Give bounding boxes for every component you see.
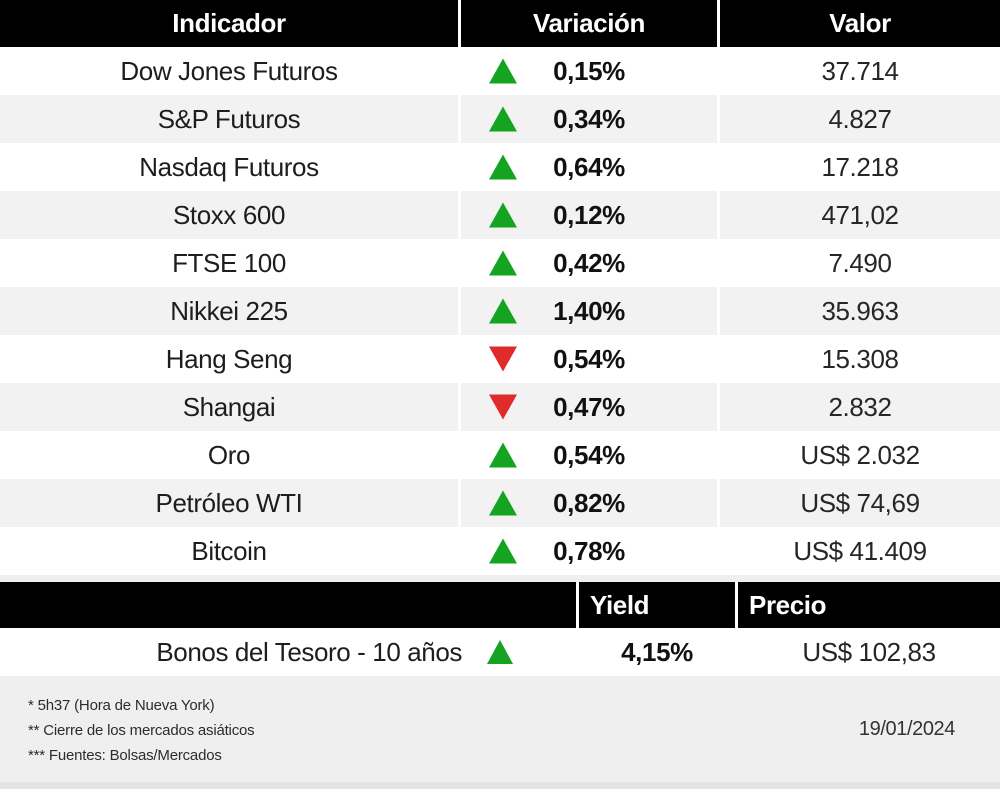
up-triangle-icon bbox=[489, 250, 517, 276]
bond-label: Bonos del Tesoro - 10 años bbox=[156, 636, 462, 667]
up-triangle-icon bbox=[489, 154, 517, 180]
variation-value: 0,82% bbox=[553, 487, 625, 518]
indicator-label: Oro bbox=[207, 439, 251, 470]
value-label: 37.714 bbox=[717, 47, 1000, 95]
table-row: Shangai 0,47% 2.832 bbox=[0, 383, 1000, 431]
bond-table-header: Yield Precio bbox=[0, 582, 1000, 628]
up-triangle-icon bbox=[489, 442, 517, 468]
variation-value: 0,42% bbox=[553, 247, 625, 278]
market-table-body: Dow Jones Futuros 0,15% 37.714 S&P Futur… bbox=[0, 47, 1000, 575]
bond-row: Bonos del Tesoro - 10 años 4,15% US$ 102… bbox=[0, 628, 1000, 676]
value-label: US$ 41.409 bbox=[717, 527, 1000, 575]
indicator-label: Stoxx 600 bbox=[172, 199, 286, 230]
value-label: 7.490 bbox=[717, 239, 1000, 287]
up-triangle-icon bbox=[489, 106, 517, 132]
indicator-label: FTSE 100 bbox=[172, 247, 286, 278]
variation-value: 0,54% bbox=[553, 343, 625, 374]
header-indicador: Indicador bbox=[172, 8, 286, 38]
indicator-label: S&P Futuros bbox=[157, 103, 301, 134]
indicator-label: Shangai bbox=[182, 391, 276, 422]
bottom-strip bbox=[0, 782, 1000, 789]
variation-cell: 0,64% bbox=[458, 143, 717, 191]
variation-value: 0,15% bbox=[553, 55, 625, 86]
variation-value: 1,40% bbox=[553, 295, 625, 326]
variation-cell: 0,78% bbox=[458, 527, 717, 575]
bond-yield-value: 4,15% bbox=[576, 628, 735, 676]
value-label: 4.827 bbox=[717, 95, 1000, 143]
header-precio: Precio bbox=[735, 582, 1000, 628]
variation-cell: 0,12% bbox=[458, 191, 717, 239]
variation-cell: 0,42% bbox=[458, 239, 717, 287]
up-triangle-icon bbox=[489, 202, 517, 228]
value-label: US$ 2.032 bbox=[717, 431, 1000, 479]
table-row: Bitcoin 0,78% US$ 41.409 bbox=[0, 527, 1000, 575]
variation-cell: 0,54% bbox=[458, 431, 717, 479]
variation-cell: 1,40% bbox=[458, 287, 717, 335]
up-triangle-icon bbox=[489, 538, 517, 564]
footnotes: * 5h37 (Hora de Nueva York) ** Cierre de… bbox=[28, 693, 255, 768]
indicator-label: Nikkei 225 bbox=[170, 295, 288, 326]
value-label: US$ 74,69 bbox=[717, 479, 1000, 527]
variation-cell: 0,15% bbox=[458, 47, 717, 95]
footnote-line: ** Cierre de los mercados asiáticos bbox=[28, 722, 255, 739]
down-triangle-icon bbox=[489, 346, 517, 372]
variation-cell: 0,54% bbox=[458, 335, 717, 383]
table-row: Nasdaq Futuros 0,64% 17.218 bbox=[0, 143, 1000, 191]
value-label: 17.218 bbox=[717, 143, 1000, 191]
variation-value: 0,54% bbox=[553, 439, 625, 470]
up-triangle-icon bbox=[489, 490, 517, 516]
header-variacion: Variación bbox=[458, 0, 717, 47]
footnote-line: * 5h37 (Hora de Nueva York) bbox=[28, 697, 215, 714]
variation-cell: 0,34% bbox=[458, 95, 717, 143]
indicator-label: Dow Jones Futuros bbox=[120, 55, 338, 86]
variation-value: 0,78% bbox=[553, 535, 625, 566]
up-triangle-icon bbox=[489, 298, 517, 324]
down-triangle-icon bbox=[489, 394, 517, 420]
table-row: Oro 0,54% US$ 2.032 bbox=[0, 431, 1000, 479]
indicator-label: Bitcoin bbox=[191, 535, 267, 566]
up-triangle-icon bbox=[489, 58, 517, 84]
variation-cell: 0,47% bbox=[458, 383, 717, 431]
date-label: 19/01/2024 bbox=[858, 718, 956, 740]
bond-price-value: US$ 102,83 bbox=[735, 628, 1000, 676]
table-row: Petróleo WTI 0,82% US$ 74,69 bbox=[0, 479, 1000, 527]
table-row: Nikkei 225 1,40% 35.963 bbox=[0, 287, 1000, 335]
indicator-label: Hang Seng bbox=[165, 343, 293, 374]
variation-value: 0,12% bbox=[553, 199, 625, 230]
variation-value: 0,64% bbox=[553, 151, 625, 182]
table-row: FTSE 100 0,42% 7.490 bbox=[0, 239, 1000, 287]
footnote-line: *** Fuentes: Bolsas/Mercados bbox=[28, 747, 222, 764]
variation-value: 0,47% bbox=[553, 391, 625, 422]
value-label: 15.308 bbox=[717, 335, 1000, 383]
header-valor: Valor bbox=[717, 0, 1000, 47]
table-row: Stoxx 600 0,12% 471,02 bbox=[0, 191, 1000, 239]
table-row: S&P Futuros 0,34% 4.827 bbox=[0, 95, 1000, 143]
bond-label-cell: Bonos del Tesoro - 10 años bbox=[0, 628, 576, 676]
indicator-label: Petróleo WTI bbox=[155, 487, 303, 518]
value-label: 2.832 bbox=[717, 383, 1000, 431]
variation-value: 0,34% bbox=[553, 103, 625, 134]
variation-cell: 0,82% bbox=[458, 479, 717, 527]
value-label: 35.963 bbox=[717, 287, 1000, 335]
footer: * 5h37 (Hora de Nueva York) ** Cierre de… bbox=[0, 676, 1000, 789]
table-divider bbox=[0, 575, 1000, 582]
header-yield: Yield bbox=[576, 582, 735, 628]
indicator-label: Nasdaq Futuros bbox=[139, 151, 319, 182]
table-row: Hang Seng 0,54% 15.308 bbox=[0, 335, 1000, 383]
table-row: Dow Jones Futuros 0,15% 37.714 bbox=[0, 47, 1000, 95]
market-table-header: Indicador Variación Valor bbox=[0, 0, 1000, 47]
up-triangle-icon bbox=[487, 640, 513, 664]
value-label: 471,02 bbox=[717, 191, 1000, 239]
bond-header-empty bbox=[0, 582, 576, 628]
